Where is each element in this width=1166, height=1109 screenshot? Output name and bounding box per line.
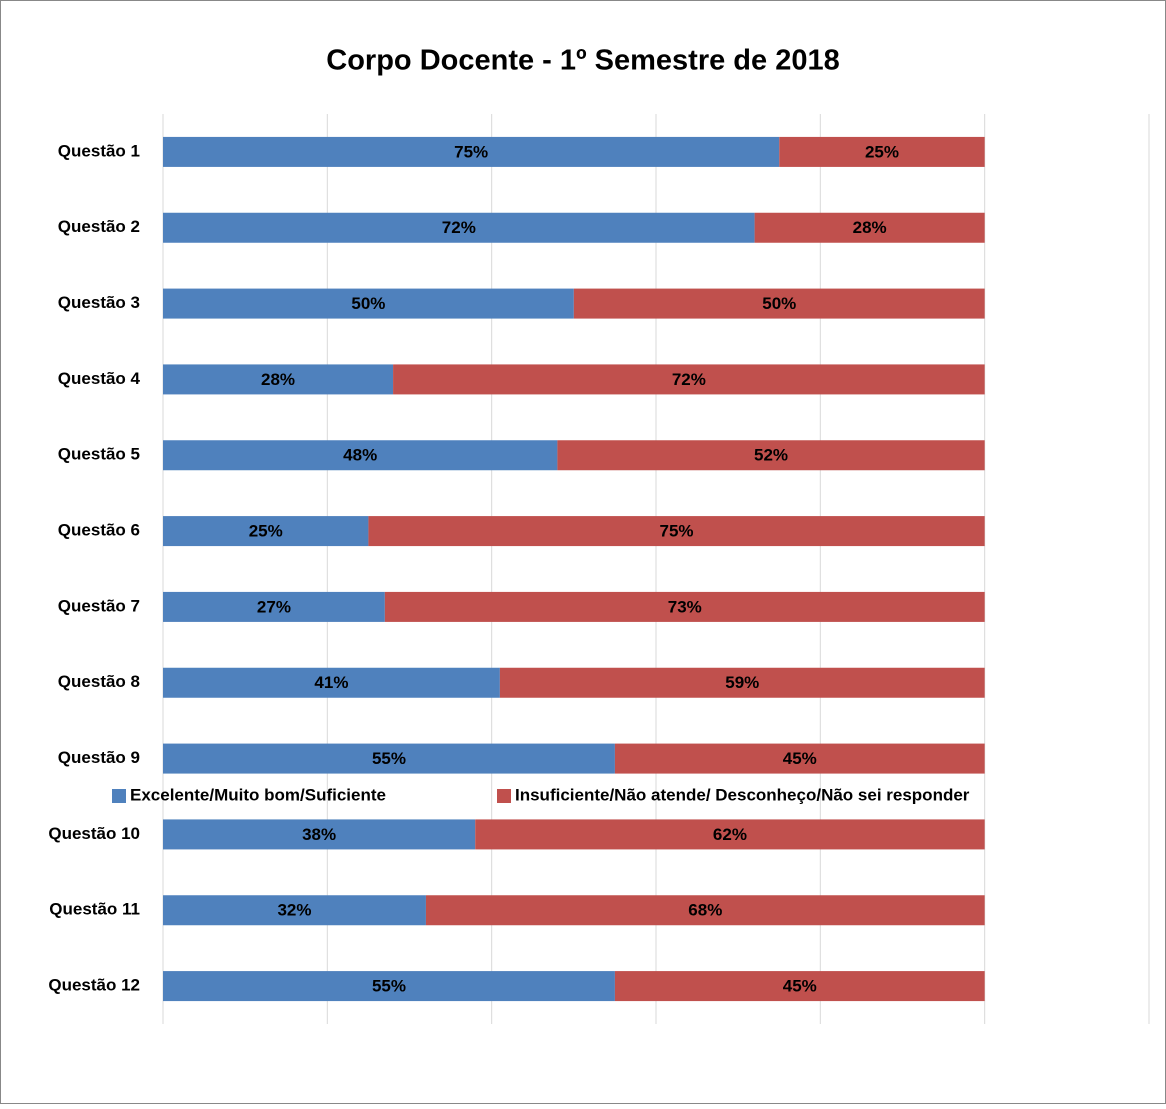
bar-segment [163,591,385,622]
bar-segment [393,364,985,395]
y-tick-label: Questão 10 [48,824,140,843]
data-label: 62% [713,825,747,844]
y-tick-label: Questão 8 [58,672,140,691]
bar-segment [163,743,615,774]
y-tick-label: Questão 11 [49,900,140,919]
data-label: 50% [762,294,796,313]
y-tick-label: Questão 6 [58,521,140,540]
y-tick-label: Questão 1 [58,141,140,160]
data-label: 32% [277,901,311,920]
data-label: 73% [668,597,702,616]
legend-swatch [497,789,511,803]
data-label: 59% [725,673,759,692]
data-label: 45% [783,977,817,996]
data-label: 55% [372,749,406,768]
y-tick-label: Questão 3 [58,293,140,312]
bar-segment [163,971,615,1002]
data-label: 28% [261,370,295,389]
data-label: 52% [754,446,788,465]
bar-segment [163,895,426,926]
chart-title: Corpo Docente - 1º Semestre de 2018 [326,45,839,77]
y-tick-label: Questão 12 [48,976,140,995]
bar-segment [475,819,985,850]
y-tick-label: Questão 7 [58,596,140,615]
bar-segment [573,288,985,319]
bar-segment [557,440,985,471]
bar-segment [384,591,985,622]
bar-segment [614,743,985,774]
data-label: 28% [853,218,887,237]
data-label: 75% [454,142,488,161]
legend-label: Excelente/Muito bom/Suficiente [130,785,386,804]
data-label: 38% [302,825,336,844]
bar-segment [163,364,394,395]
bar-segment [614,971,985,1002]
data-label: 41% [314,673,348,692]
y-tick-label: Questão 4 [58,369,141,388]
legend-label: Insuficiente/Não atende/ Desconheço/Não … [515,785,970,804]
data-label: 25% [249,522,283,541]
data-label: 25% [865,142,899,161]
data-label: 48% [343,446,377,465]
data-label: 45% [783,749,817,768]
data-label: 27% [257,597,291,616]
bar-segment [163,288,574,319]
bar-segment [163,667,500,698]
y-tick-label: Questão 2 [58,217,140,236]
data-label: 55% [372,977,406,996]
bar-segment [163,136,780,167]
bar-segment [499,667,985,698]
bar-segment [779,136,985,167]
bar-segment [425,895,985,926]
bar-segment [368,516,985,547]
y-tick-label: Questão 5 [58,445,140,464]
bar-segment [163,516,369,547]
data-label: 75% [660,522,694,541]
y-tick-label: Questão 9 [58,748,140,767]
bar-segment [163,819,476,850]
data-label: 50% [351,294,385,313]
legend-swatch [112,789,126,803]
bar-segment [163,440,558,471]
data-label: 72% [672,370,706,389]
data-label: 72% [442,218,476,237]
bar-segment [163,212,755,243]
bar-segment [754,212,985,243]
data-label: 68% [688,901,722,920]
